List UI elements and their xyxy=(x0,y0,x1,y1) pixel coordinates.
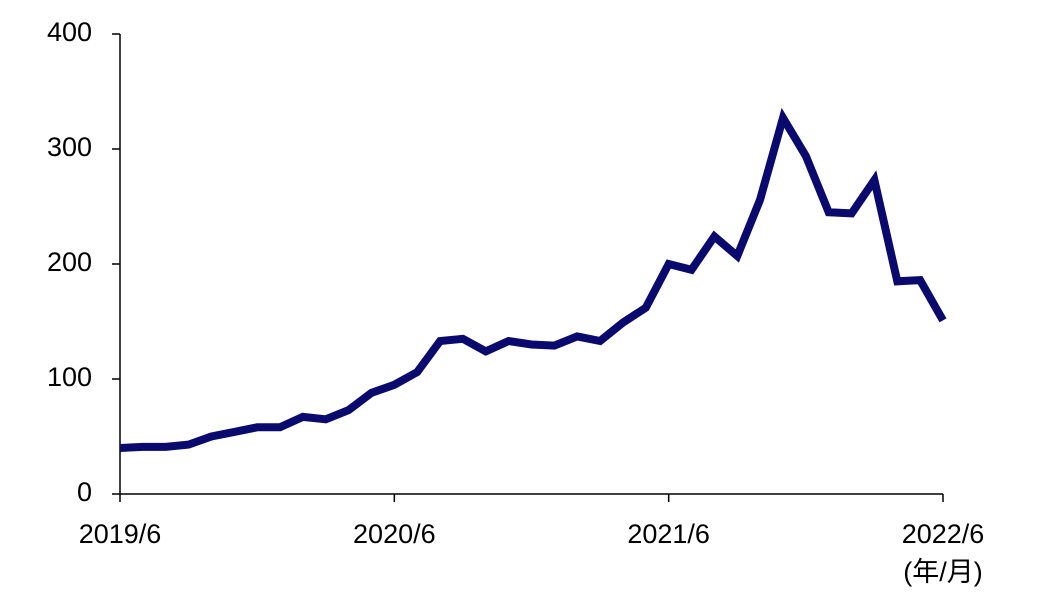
line xyxy=(119,107,947,452)
y-tick-label: 400 xyxy=(47,17,92,47)
x-axis-label: (年/月) xyxy=(903,557,982,587)
x-tick-label: 2020/6 xyxy=(353,519,436,549)
x-tick-label: 2019/6 xyxy=(79,519,162,549)
x-tick-label: 2021/6 xyxy=(627,519,710,549)
y-tick-label: 200 xyxy=(47,247,92,277)
y-tick-label: 100 xyxy=(47,362,92,392)
y-tick-label: 300 xyxy=(47,132,92,162)
x-tick-label: 2022/6 xyxy=(902,519,985,549)
y-tick-label: 0 xyxy=(77,477,92,507)
